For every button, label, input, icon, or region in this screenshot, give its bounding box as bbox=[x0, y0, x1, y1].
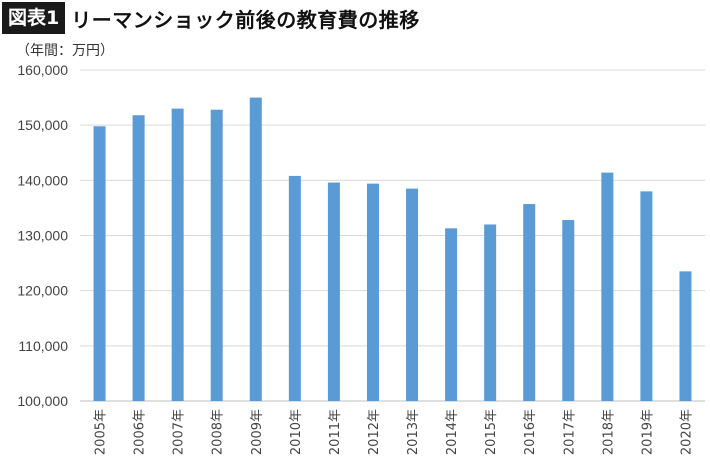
figure-badge: 図表1 bbox=[2, 2, 66, 34]
bars bbox=[93, 97, 692, 402]
x-tick-label: 2013年 bbox=[406, 409, 421, 455]
bar-2007年 bbox=[171, 108, 184, 401]
unit-label: （年間：万円） bbox=[16, 43, 114, 59]
x-tick-label: 2011年 bbox=[328, 409, 343, 455]
bar-2009年 bbox=[249, 97, 262, 401]
bar-2015年 bbox=[484, 224, 497, 401]
bar-2011年 bbox=[327, 182, 340, 401]
x-tick-label: 2012年 bbox=[367, 409, 382, 455]
bar-2008年 bbox=[210, 109, 223, 401]
y-tick-label: 120,000 bbox=[17, 283, 68, 299]
x-tick-label: 2018年 bbox=[601, 409, 616, 455]
y-tick-label: 140,000 bbox=[17, 172, 68, 188]
bar-2017年 bbox=[562, 220, 575, 401]
y-tick-label: 130,000 bbox=[17, 228, 68, 244]
x-tick-label: 2020年 bbox=[679, 409, 694, 455]
bar-2010年 bbox=[288, 175, 301, 401]
bar-2005年 bbox=[93, 126, 106, 402]
x-tick-label: 2009年 bbox=[250, 409, 265, 455]
bar-2016年 bbox=[523, 204, 536, 401]
x-tick-label: 2015年 bbox=[484, 409, 499, 455]
y-tick-label: 100,000 bbox=[17, 393, 68, 409]
bar-2014年 bbox=[445, 228, 458, 401]
bar-2018年 bbox=[601, 172, 614, 401]
bar-2012年 bbox=[366, 183, 379, 401]
gridlines bbox=[80, 69, 705, 402]
bar-2006年 bbox=[132, 115, 145, 401]
bar-2020年 bbox=[679, 271, 692, 401]
y-tick-label: 160,000 bbox=[17, 62, 68, 78]
x-tick-label: 2017年 bbox=[562, 409, 577, 455]
bar-2019年 bbox=[640, 191, 653, 401]
y-axis-ticks: 100,000 110,000 120,000 130,000 140,000 150,0… bbox=[17, 62, 68, 409]
x-tick-label: 2006年 bbox=[133, 409, 148, 455]
x-tick-label: 2007年 bbox=[172, 409, 187, 455]
x-tick-label: 2019年 bbox=[640, 409, 655, 455]
x-tick-label: 2008年 bbox=[211, 409, 226, 455]
y-tick-label: 110,000 bbox=[18, 338, 68, 354]
x-tick-label: 2014年 bbox=[445, 409, 460, 455]
x-tick-label: 2005年 bbox=[94, 409, 109, 455]
y-tick-label: 150,000 bbox=[17, 117, 68, 133]
x-tick-label: 2010年 bbox=[289, 409, 304, 455]
bar-2013年 bbox=[406, 188, 419, 401]
chart-header: 図表1 リーマンショック前後の教育費の推移 bbox=[0, 0, 420, 36]
x-axis-ticks: 2005年 2006年 2007年 2008年 2009年 2010年 2011年 2012年… bbox=[94, 409, 695, 455]
x-tick-label: 2016年 bbox=[523, 409, 538, 455]
chart-title: リーマンショック前後の教育費の推移 bbox=[71, 7, 420, 32]
